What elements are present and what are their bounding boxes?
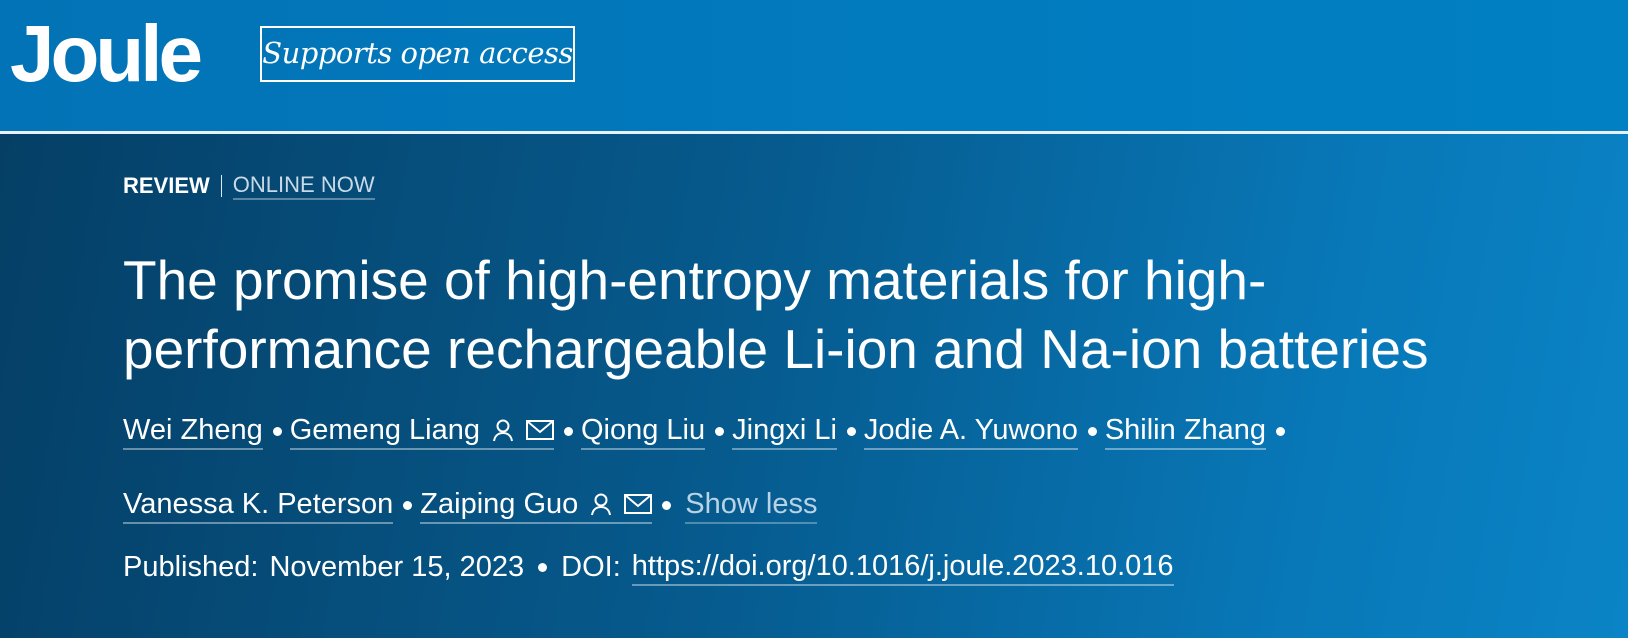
- published-date: November 15, 2023: [269, 551, 525, 583]
- mail-icon: [624, 494, 653, 514]
- bullet: [662, 500, 672, 510]
- author-name: Zaiping Guo: [420, 488, 579, 520]
- publication-info: Published: November 15, 2023 DOI: https:…: [123, 548, 1174, 586]
- person-icon: [492, 419, 513, 442]
- bullet: [715, 426, 725, 436]
- bullet: [538, 562, 548, 572]
- article-kind: REVIEW ONLINE NOW: [123, 172, 375, 200]
- author[interactable]: Vanessa K. Peterson: [123, 486, 394, 524]
- bullet: [563, 426, 573, 436]
- journal-logo[interactable]: Joule: [10, 9, 203, 98]
- article-header: [0, 134, 1628, 638]
- doi-label: DOI:: [561, 551, 621, 583]
- bullet: [1276, 426, 1286, 436]
- author[interactable]: Wei Zheng: [123, 412, 263, 450]
- author[interactable]: Jodie A. Yuwono: [863, 412, 1078, 450]
- article-type: REVIEW: [123, 173, 210, 198]
- separator: [220, 175, 222, 197]
- author-name: Gemeng Liang: [289, 414, 480, 446]
- doi-link[interactable]: https://doi.org/10.1016/j.joule.2023.10.…: [631, 548, 1174, 586]
- author-corresponding[interactable]: Zaiping Guo: [420, 486, 653, 524]
- article-status[interactable]: ONLINE NOW: [232, 172, 375, 200]
- published-label: Published:: [123, 551, 259, 583]
- bullet: [272, 426, 282, 436]
- show-less-toggle[interactable]: Show less: [685, 486, 818, 524]
- article-title: The promise of high-entropy materials fo…: [123, 249, 1429, 380]
- author[interactable]: Jingxi Li: [732, 412, 837, 450]
- author[interactable]: Shilin Zhang: [1104, 412, 1267, 450]
- divider: [0, 131, 1628, 134]
- bullet: [403, 500, 413, 510]
- bullet: [1087, 426, 1097, 436]
- author[interactable]: Qiong Liu: [580, 412, 706, 450]
- author-list: Wei Zheng Gemeng Liang Qiong Liu Jingxi …: [123, 412, 1423, 524]
- top-bar: Joule Supports open access: [0, 0, 1628, 131]
- mail-icon: [525, 420, 554, 440]
- author-corresponding[interactable]: Gemeng Liang: [289, 412, 554, 450]
- person-icon: [591, 493, 612, 516]
- bullet: [846, 426, 856, 436]
- open-access-badge[interactable]: Supports open access: [260, 26, 575, 82]
